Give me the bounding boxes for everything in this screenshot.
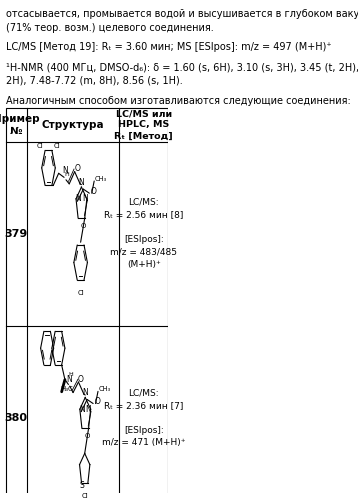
Text: CH₃: CH₃	[99, 386, 111, 392]
Text: LC/MS:
Rₜ = 2.56 мин [8]

[ESIpos]:
m/z = 483/485
(M+H)⁺: LC/MS: Rₜ = 2.56 мин [8] [ESIpos]: m/z =…	[104, 198, 184, 270]
Text: O: O	[95, 398, 100, 406]
Text: Аналогичным способом изготавливаются следующие соединения:: Аналогичным способом изготавливаются сле…	[6, 96, 351, 106]
Text: Cl: Cl	[36, 144, 43, 150]
Text: 380: 380	[5, 413, 28, 423]
Text: N: N	[78, 178, 84, 186]
Text: LC/MS или
HPLC, MS
Rₜ [Метод]: LC/MS или HPLC, MS Rₜ [Метод]	[115, 109, 173, 140]
Text: O: O	[91, 187, 97, 196]
Text: CH₃: CH₃	[95, 176, 107, 182]
Text: N: N	[86, 404, 91, 413]
Text: Cl: Cl	[81, 494, 88, 500]
Text: O: O	[78, 375, 84, 384]
Text: ¹H-NMR (400 МГц, DMSO-d₆): δ = 1.60 (s, 6H), 3.10 (s, 3H), 3.45 (t, 2H), 3.84 (t: ¹H-NMR (400 МГц, DMSO-d₆): δ = 1.60 (s, …	[6, 62, 358, 72]
Text: N: N	[82, 194, 88, 203]
Text: S: S	[79, 480, 84, 490]
Text: Cl: Cl	[77, 290, 84, 296]
Text: N: N	[62, 166, 68, 174]
Text: N: N	[75, 194, 81, 203]
Text: Структура: Структура	[42, 120, 104, 130]
Text: LC/MS:
Rₜ = 2.36 мин [7]

[ESIpos]:
m/z = 471 (M+H)⁺: LC/MS: Rₜ = 2.36 мин [7] [ESIpos]: m/z =…	[102, 388, 185, 448]
Text: H: H	[68, 372, 73, 377]
Text: O: O	[74, 164, 80, 173]
Bar	[6, 108, 168, 500]
Text: (71% теор. возм.) целевого соединения.: (71% теор. возм.) целевого соединения.	[6, 22, 214, 32]
Text: O: O	[84, 434, 90, 440]
Text: 379: 379	[5, 228, 28, 238]
Text: Cl: Cl	[54, 144, 61, 150]
Text: LC/MS [Метод 19]: Rₜ = 3.60 мин; MS [ESIpos]: m/z = 497 (M+H)⁺: LC/MS [Метод 19]: Rₜ = 3.60 мин; MS [ESI…	[6, 42, 332, 52]
Text: N: N	[79, 404, 84, 413]
Text: H: H	[64, 172, 69, 178]
Text: N: N	[82, 388, 88, 397]
Text: отсасывается, промывается водой и высушивается в глубоком вакууме. Получают 3.27: отсасывается, промывается водой и высуши…	[6, 10, 358, 20]
Text: H₃C: H₃C	[60, 386, 73, 392]
Text: Пример
№: Пример №	[0, 114, 40, 136]
Text: N: N	[66, 375, 72, 384]
Text: O: O	[81, 223, 86, 229]
Text: 2H), 7.48-7.72 (m, 8H), 8.56 (s, 1H).: 2H), 7.48-7.72 (m, 8H), 8.56 (s, 1H).	[6, 76, 183, 86]
